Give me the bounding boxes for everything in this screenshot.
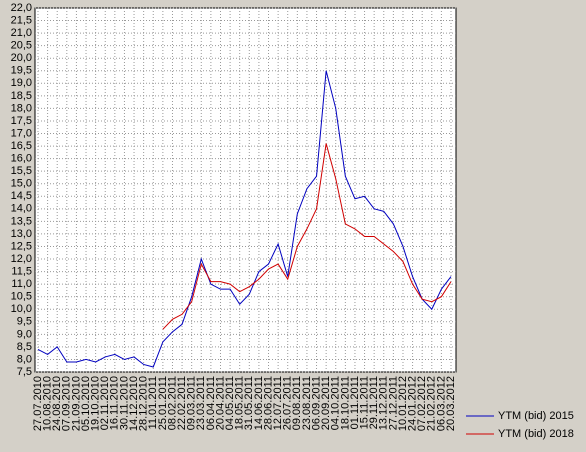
x-tick-label: 19.10.2010 [90, 376, 102, 431]
x-tick-label: 15.11.2011 [358, 376, 370, 429]
y-tick-label: 16,5 [11, 140, 32, 152]
x-tick-label: 27.12.2011 [387, 376, 399, 430]
y-tick-label: 20,5 [11, 40, 32, 52]
x-tick-label: 07.02.2012 [416, 376, 428, 431]
y-tick-label: 15,5 [11, 165, 32, 177]
y-tick-label: 16,0 [11, 153, 32, 165]
x-tick-label: 16.11.2010 [109, 376, 121, 430]
y-tick-label: 10,5 [11, 291, 32, 303]
x-tick-label: 24.08.2010 [51, 376, 63, 431]
x-tick-label: 20.03.2012 [445, 376, 457, 431]
x-tick-label: 21.09.2010 [70, 376, 82, 431]
x-tick-label: 14.12.2010 [128, 376, 140, 431]
x-tick-label: 13.12.2011 [378, 376, 390, 430]
x-tick-label: 04.05.2011 [224, 376, 236, 430]
y-tick-label: 15,0 [11, 178, 32, 190]
y-tick-label: 18,0 [11, 102, 32, 114]
plot-area [34, 7, 457, 373]
x-tick-label: 23.08.2011 [301, 376, 313, 430]
y-tick-label: 19,0 [11, 77, 32, 89]
y-tick-label: 9,5 [17, 316, 32, 328]
x-tick-label: 26.07.2011 [282, 376, 294, 430]
y-tick-label: 17,5 [11, 115, 32, 127]
y-tick-label: 7,5 [17, 366, 32, 378]
x-tick-label: 04.10.2011 [330, 376, 342, 430]
x-tick-label: 23.03.2011 [195, 376, 207, 430]
y-tick-label: 8,5 [17, 341, 32, 353]
x-tick-label: 18.10.2011 [339, 376, 351, 430]
x-tick-label: 20.09.2011 [320, 376, 332, 430]
x-tick-label: 12.07.2011 [272, 376, 284, 430]
legend-label: YTM (bid) 2015 [498, 410, 574, 422]
x-tick-label: 08.02.2011 [166, 376, 178, 430]
y-tick-label: 10,0 [11, 303, 32, 315]
x-tick-label: 02.11.2010 [99, 376, 111, 430]
x-tick-label: 10.08.2010 [42, 376, 54, 431]
y-tick-label: 11,0 [11, 278, 32, 290]
x-tick-label: 30.11.2010 [118, 376, 130, 430]
x-tick-label: 25.01.2011 [157, 376, 169, 430]
y-tick-label: 9,0 [17, 328, 32, 340]
y-tick-label: 8,0 [17, 353, 32, 365]
x-tick-label: 14.06.2011 [253, 376, 265, 430]
x-tick-label: 06.03.2012 [435, 376, 447, 431]
x-tick-label: 01.11.2011 [349, 376, 361, 429]
y-tick-label: 14,5 [11, 190, 32, 202]
x-tick-label: 27.07.2010 [32, 376, 44, 431]
y-tick-label: 21,5 [11, 14, 32, 26]
x-tick-label: 31.05.2011 [243, 376, 255, 430]
y-tick-label: 12,5 [11, 240, 32, 252]
x-tick-label: 09.08.2011 [291, 376, 303, 430]
y-tick-label: 21,0 [11, 27, 32, 39]
y-tick-label: 11,5 [11, 265, 32, 277]
legend-label: YTM (bid) 2018 [498, 428, 574, 440]
x-tick-label: 22.02.2011 [176, 376, 188, 430]
y-tick-label: 13,0 [11, 228, 32, 240]
x-tick-label: 29.11.2011 [368, 376, 380, 429]
x-tick-label: 24.01.2012 [406, 376, 418, 431]
y-tick-label: 18,5 [11, 90, 32, 102]
x-tick-label: 21.02.2012 [426, 376, 438, 431]
x-tick-label: 28.12.2010 [138, 376, 150, 431]
x-tick-label: 18.05.2011 [234, 376, 246, 430]
y-tick-label: 17,0 [11, 127, 32, 139]
x-tick-label: 20.04.2011 [214, 376, 226, 430]
x-tick-label: 09.03.2011 [186, 376, 198, 430]
x-tick-label: 10.01.2012 [397, 376, 409, 431]
y-tick-label: 19,5 [11, 65, 32, 77]
x-tick-label: 05.10.2010 [80, 376, 92, 431]
y-tick-label: 20,0 [11, 52, 32, 64]
y-tick-label: 13,5 [11, 215, 32, 227]
y-tick-label: 22,0 [11, 2, 32, 14]
x-tick-label: 06.04.2011 [205, 376, 217, 430]
x-tick-label: 28.06.2011 [262, 376, 274, 430]
series-line [37, 70, 452, 368]
x-tick-label: 07.09.2010 [61, 376, 73, 431]
y-tick-label: 14,0 [11, 203, 32, 215]
y-tick-label: 12,0 [11, 253, 32, 265]
x-tick-label: 06.09.2011 [310, 376, 322, 430]
x-tick-label: 11.01.2011 [147, 376, 159, 429]
series-line [162, 143, 452, 330]
